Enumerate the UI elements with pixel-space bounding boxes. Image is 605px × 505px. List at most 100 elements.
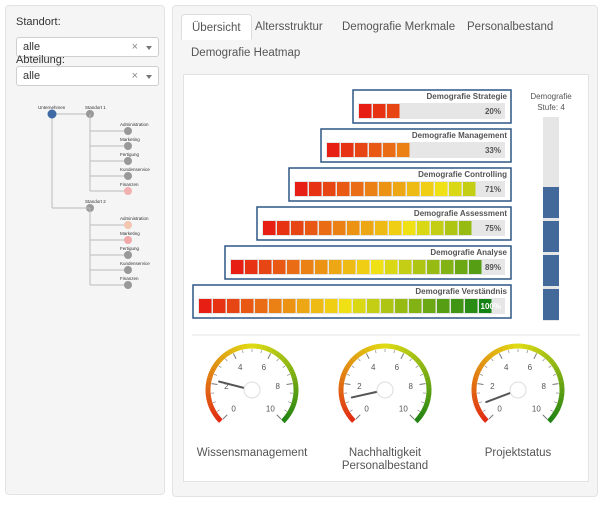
progress-segment <box>469 260 482 274</box>
progress-segment <box>343 260 356 274</box>
pyramid-level[interactable]: Demografie Controlling 71% <box>288 167 512 202</box>
progress-segment <box>301 260 314 274</box>
pyramid-level-percent: 89% <box>485 263 501 272</box>
pyramid-level[interactable]: Demografie Analyse 89% <box>224 245 512 280</box>
clear-icon[interactable]: × <box>131 70 138 82</box>
tree-department-node[interactable] <box>124 187 132 195</box>
gauge-tick-label: 6 <box>528 363 533 372</box>
progress-segment <box>369 143 382 157</box>
tree-root-node[interactable] <box>47 109 57 119</box>
clear-icon[interactable]: × <box>131 41 138 53</box>
tab-demografie-merkmale[interactable]: Demografie Merkmale <box>342 21 456 33</box>
progress-segment <box>451 299 464 313</box>
progress-segment <box>367 299 380 313</box>
chevron-down-icon[interactable] <box>146 75 152 79</box>
tree-department-label: Administration <box>120 122 149 127</box>
gauge: 0 2 4 6 8 10 <box>338 343 432 424</box>
chevron-down-icon[interactable] <box>146 46 152 50</box>
gauge-label: Projektstatus <box>485 447 552 459</box>
progress-segment <box>375 221 388 235</box>
progress-segment <box>341 143 354 157</box>
progress-segment <box>383 143 396 157</box>
pyramid-level[interactable]: Demografie Strategie 20% <box>352 89 512 124</box>
gauge-tick-label: 4 <box>238 363 243 372</box>
progress-segment <box>465 299 478 313</box>
progress-segment <box>241 299 254 313</box>
progress-segment <box>459 221 472 235</box>
tree-department-node[interactable] <box>124 127 132 135</box>
gauge: 0 2 4 6 8 10 <box>471 343 565 424</box>
tree-department-label: Fertigung <box>120 152 140 157</box>
level-block <box>543 255 559 286</box>
filter-sidebar: Standort: alle × Abteilung: alle × Unter… <box>5 5 165 495</box>
progress-segment <box>413 260 426 274</box>
overview-content: Demografie Strategie 20% Demografie Manage… <box>183 74 589 482</box>
progress-segment <box>359 104 372 118</box>
tree-department-node[interactable] <box>124 142 132 150</box>
progress-segment <box>403 221 416 235</box>
progress-segment <box>283 299 296 313</box>
gauge-label: Wissensmanagement <box>197 447 308 459</box>
level-subtitle: Stufe: 4 <box>537 103 565 112</box>
tab-personalbestand[interactable]: Personalbestand <box>467 21 554 33</box>
progress-segment <box>291 221 304 235</box>
standort-select[interactable]: alle × <box>16 37 159 57</box>
progress-segment <box>259 260 272 274</box>
tab-demografie-heatmap[interactable]: Demografie Heatmap <box>191 47 301 59</box>
tab-altersstruktur[interactable]: Altersstruktur <box>255 21 323 33</box>
progress-segment <box>311 299 324 313</box>
standort-value: alle <box>23 41 41 53</box>
level-block <box>543 187 559 218</box>
pyramid-level-percent: 71% <box>485 185 501 194</box>
pyramid-level-label: Demografie Controlling <box>418 170 507 179</box>
progress-segment <box>397 143 410 157</box>
tree-department-node[interactable] <box>124 266 132 274</box>
pyramid-level[interactable]: Demografie Assessment 75% <box>256 206 512 241</box>
tree-department-node[interactable] <box>124 221 132 229</box>
gauge-tick-label: 8 <box>541 382 546 391</box>
gauge-tick-label: 6 <box>395 363 400 372</box>
tree-department-node[interactable] <box>124 251 132 259</box>
pyramid-level[interactable]: Demografie Verständnis 100% <box>192 284 512 319</box>
progress-segment <box>339 299 352 313</box>
progress-segment <box>213 299 226 313</box>
overview-dashboard: Demografie Strategie 20% Demografie Manage… <box>192 89 580 472</box>
tab-uebersicht[interactable]: Übersicht <box>181 14 252 40</box>
pyramid-level[interactable]: Demografie Management 33% <box>320 128 512 163</box>
progress-segment <box>389 221 402 235</box>
progress-segment <box>393 182 406 196</box>
progress-segment <box>449 182 462 196</box>
abteilung-select[interactable]: alle × <box>16 66 159 86</box>
progress-segment <box>273 260 286 274</box>
progress-segment <box>351 182 364 196</box>
tree-department-node[interactable] <box>124 236 132 244</box>
progress-segment <box>463 182 476 196</box>
gauge-hub <box>509 381 527 399</box>
progress-segment <box>435 182 448 196</box>
pyramid-level-label: Demografie Assessment <box>414 209 507 218</box>
progress-segment <box>427 260 440 274</box>
gauge-tick-label: 4 <box>371 363 376 372</box>
pyramid-level-label: Demografie Strategie <box>427 92 508 101</box>
gauge-tick-label: 10 <box>532 404 541 413</box>
pyramid-level-percent: 33% <box>485 146 501 155</box>
progress-segment <box>417 221 430 235</box>
tree-department-label: Marketing <box>120 231 140 236</box>
progress-segment <box>441 260 454 274</box>
tree-department-node[interactable] <box>124 281 132 289</box>
tab-bar: Übersicht Altersstruktur Demografie Merk… <box>181 14 591 72</box>
progress-segment <box>315 260 328 274</box>
progress-segment <box>337 182 350 196</box>
progress-segment <box>455 260 468 274</box>
progress-segment <box>227 299 240 313</box>
tree-department-node[interactable] <box>124 157 132 165</box>
org-tree: Unternehmen Standort 1 Administration Marke… <box>38 105 150 289</box>
main-panel: Übersicht Altersstruktur Demografie Merk… <box>172 5 598 497</box>
progress-segment <box>437 299 450 313</box>
progress-segment <box>385 260 398 274</box>
tree-department-node[interactable] <box>124 172 132 180</box>
progress-segment <box>373 104 386 118</box>
progress-segment <box>347 221 360 235</box>
progress-segment <box>479 299 492 313</box>
progress-segment <box>305 221 318 235</box>
